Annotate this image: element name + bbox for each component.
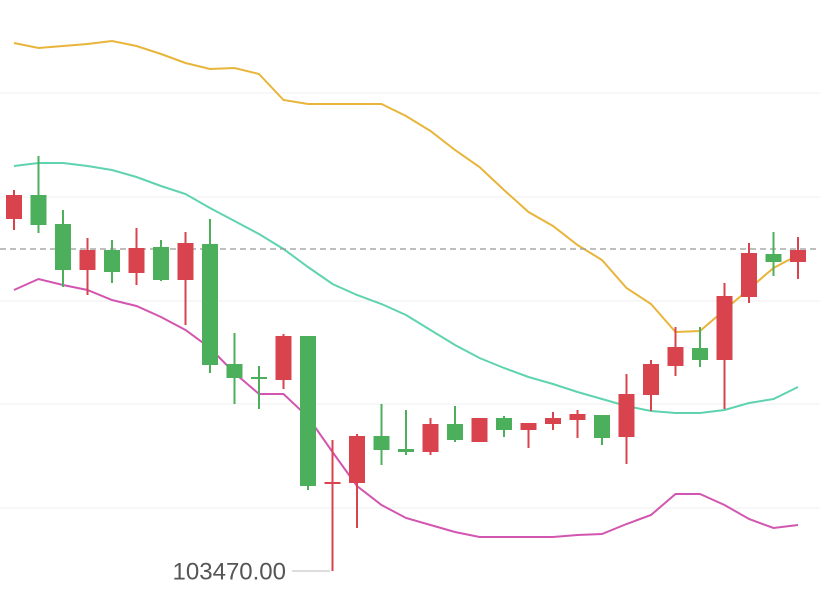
candle-body bbox=[765, 254, 782, 262]
candle-body bbox=[594, 415, 610, 438]
band-line bbox=[13, 39, 799, 334]
candle-body bbox=[667, 347, 684, 366]
candle-body bbox=[447, 424, 463, 440]
candle-body bbox=[202, 244, 218, 365]
candle-body bbox=[30, 195, 47, 225]
candle-body bbox=[153, 247, 169, 280]
candle-body bbox=[55, 224, 71, 270]
candle-body bbox=[422, 424, 439, 452]
low-label: 103470.00 bbox=[173, 558, 286, 585]
candle-body bbox=[177, 243, 194, 280]
candle-body bbox=[6, 195, 22, 219]
candle-body bbox=[496, 418, 512, 430]
band-line bbox=[13, 277, 799, 538]
candle-body bbox=[128, 248, 145, 273]
candle-body bbox=[471, 418, 488, 442]
candle-body bbox=[79, 250, 96, 270]
candle-body bbox=[618, 394, 635, 437]
band-line bbox=[13, 162, 799, 414]
candle-body bbox=[692, 348, 708, 360]
candle-body bbox=[569, 414, 586, 420]
candle-body bbox=[300, 336, 316, 486]
candle-body bbox=[226, 364, 243, 378]
candle-body bbox=[251, 377, 267, 379]
candle-body bbox=[643, 364, 659, 395]
candle-body bbox=[716, 296, 733, 360]
candle-body bbox=[790, 250, 806, 262]
candle-body bbox=[545, 418, 561, 424]
candle-body bbox=[349, 436, 365, 483]
candle-body bbox=[741, 253, 757, 297]
candle-body bbox=[275, 336, 292, 380]
candle-body bbox=[373, 436, 390, 450]
candle-body bbox=[520, 423, 537, 430]
candle-body bbox=[324, 482, 341, 484]
candle-body bbox=[104, 250, 120, 272]
candle-body bbox=[398, 449, 414, 452]
